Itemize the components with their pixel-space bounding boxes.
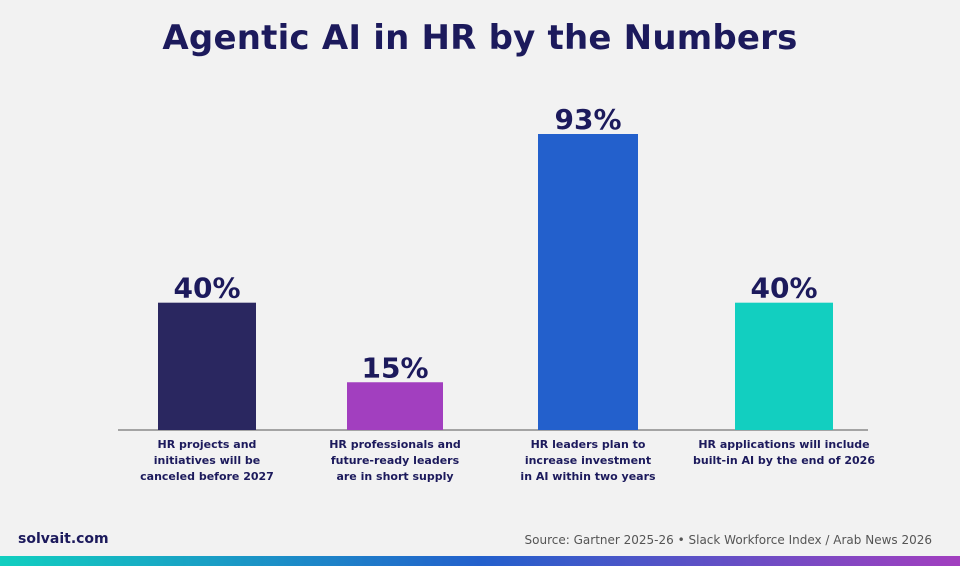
bar-2	[347, 382, 443, 430]
category-label-1: HR projects and initiatives will be cancel…	[140, 438, 274, 483]
category-label-3: HR leaders plan to increase investment in …	[520, 438, 656, 483]
gradient-strip	[0, 556, 960, 566]
chart-title: Agentic AI in HR by the Numbers	[162, 18, 798, 58]
bar-4	[735, 302, 833, 430]
category-line: HR applications will include	[698, 438, 869, 451]
value-label-2: 15%	[361, 351, 428, 384]
category-label-2: HR professionals and future-ready leaders…	[329, 438, 461, 483]
category-line: HR professionals and	[329, 438, 461, 451]
source-note: Source: Gartner 2025-26 • Slack Workforc…	[524, 533, 932, 547]
value-label-3: 93%	[554, 103, 621, 136]
value-label-4: 40%	[750, 272, 817, 305]
bar-1	[158, 302, 256, 430]
category-line: HR projects and	[158, 438, 257, 451]
category-line: are in short supply	[336, 470, 453, 483]
category-line: HR leaders plan to	[531, 438, 646, 451]
category-label-4: HR applications will include built-in AI …	[693, 438, 875, 467]
category-line: canceled before 2027	[140, 470, 274, 483]
category-line: built-in AI by the end of 2026	[693, 454, 875, 467]
site-name: solvait.com	[18, 531, 109, 547]
category-line: initiatives will be	[154, 454, 261, 467]
category-line: future-ready leaders	[331, 454, 460, 467]
category-line: in AI within two years	[520, 470, 656, 483]
bar-3	[538, 134, 638, 430]
value-label-1: 40%	[173, 272, 240, 305]
category-line: increase investment	[525, 454, 651, 467]
